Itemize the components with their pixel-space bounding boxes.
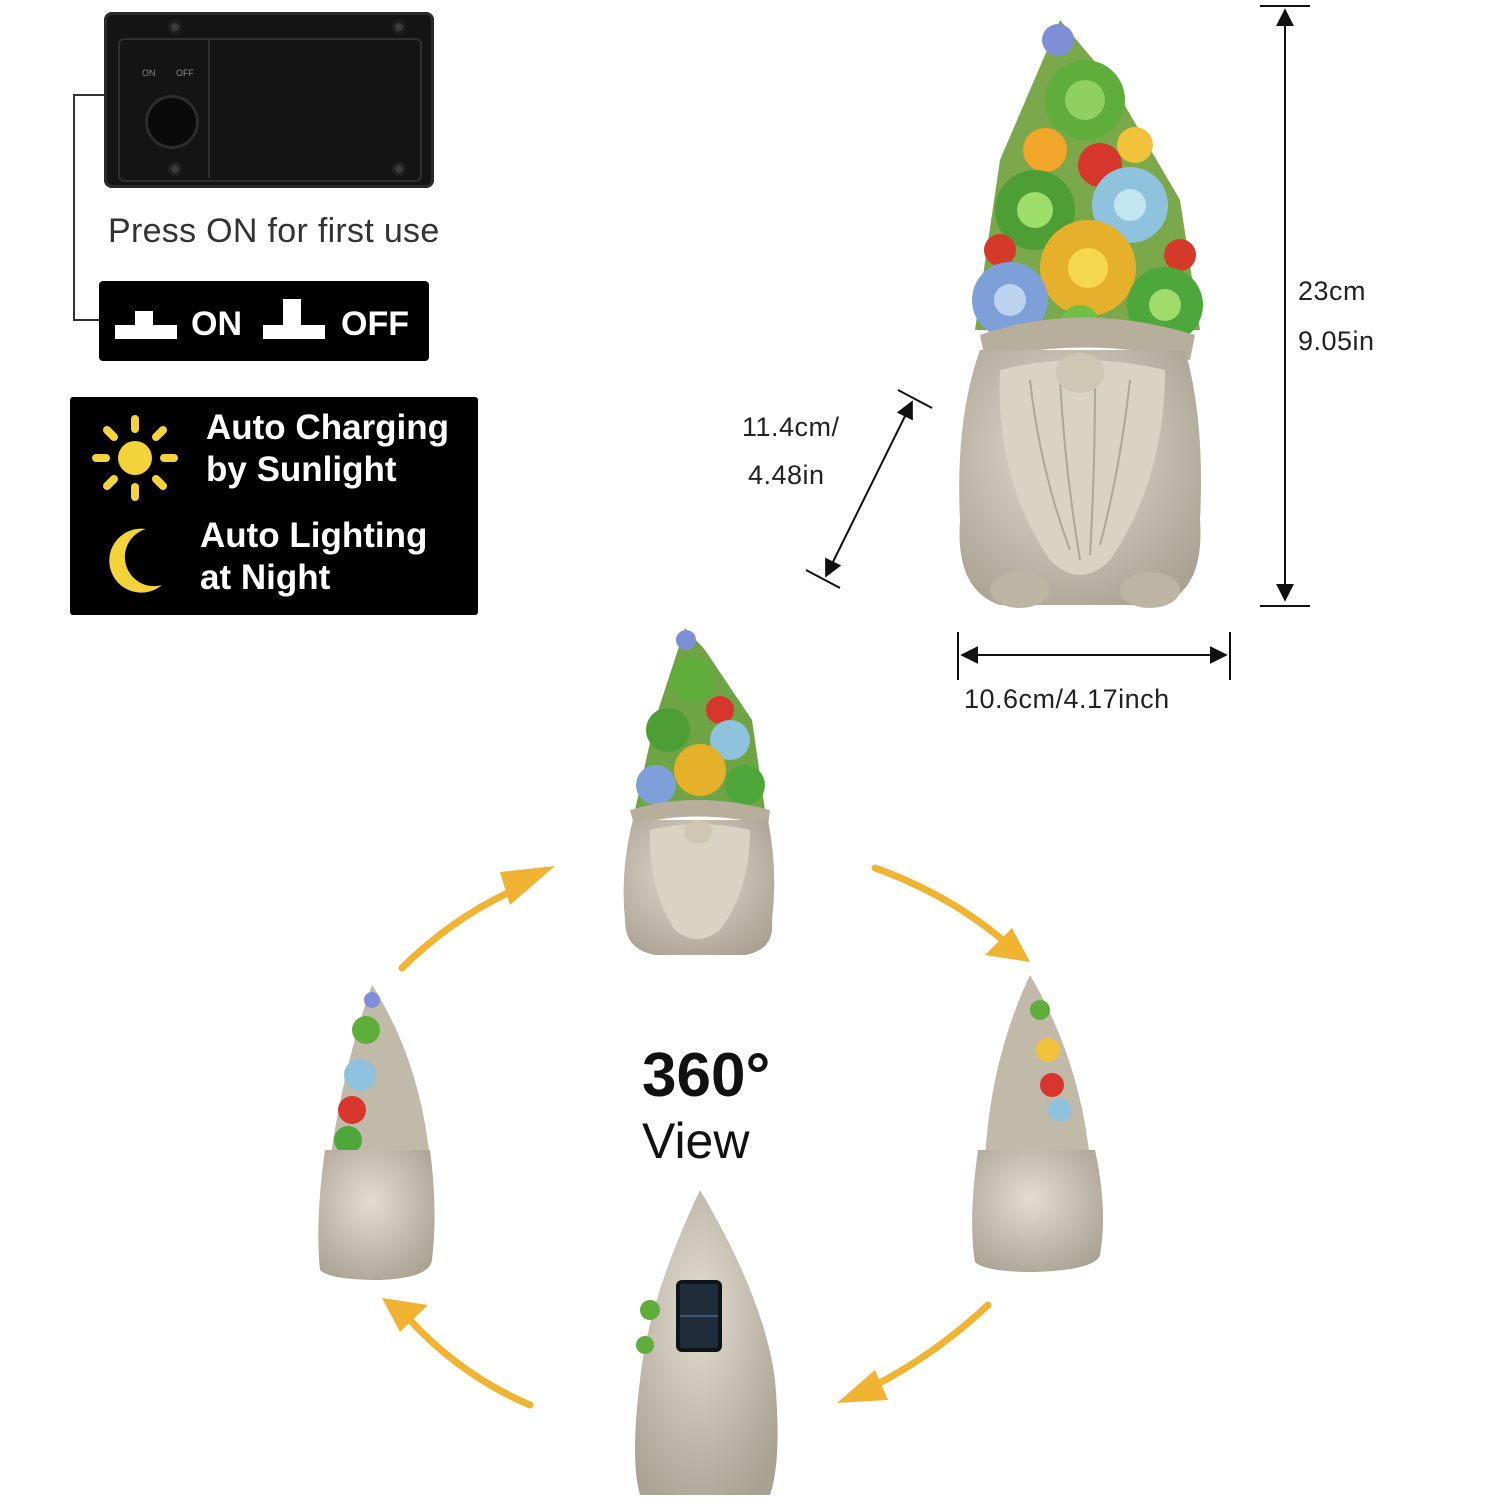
width-label: 10.6cm/4.17inch (964, 684, 1170, 714)
arrowhead-top-left (500, 866, 555, 905)
gnome-side-left (318, 985, 435, 1280)
switch-panel: ON OFF (128, 40, 210, 178)
height-dimension-line (1260, 5, 1310, 607)
power-switch-button[interactable] (148, 98, 196, 146)
battery-cover: ON OFF (118, 38, 422, 182)
screw-icon (168, 162, 182, 176)
gnome-back (635, 1190, 778, 1495)
screw-icon (392, 20, 406, 34)
arrow-top-left (398, 881, 529, 972)
gnome-side-right (972, 975, 1104, 1272)
screw-icon (168, 20, 182, 34)
switch-off-icon (263, 299, 325, 339)
rotation-view-label: View (642, 1113, 750, 1169)
arrow-bottom-right (866, 1301, 992, 1392)
feature-panel: Auto Charging by Sunlight Auto Lighting … (70, 397, 478, 615)
auto-lighting-text: Auto Lighting at Night (200, 516, 428, 597)
battery-box: ON OFF (104, 12, 434, 188)
off-label: OFF (341, 305, 409, 343)
gnome-front-large (959, 20, 1203, 608)
width-dimension-line (957, 632, 1231, 680)
connector-line (73, 94, 104, 321)
mini-off-label: OFF (176, 68, 194, 78)
height-in-label: 9.05in (1298, 326, 1375, 356)
arrow-top-right (871, 864, 1009, 946)
rotation-arrows (398, 864, 1009, 1409)
height-cm-label: 23cm (1298, 276, 1367, 306)
switch-on-icon (115, 311, 177, 339)
arrowhead-bottom-left (382, 1298, 428, 1332)
first-use-instruction: Press ON for first use (108, 212, 440, 250)
on-off-legend: ON OFF (99, 281, 429, 361)
rotation-degrees: 360° (642, 1041, 771, 1110)
screw-icon (392, 162, 406, 176)
auto-charging-text: Auto Charging by Sunlight (206, 408, 450, 489)
arrow-bottom-left (404, 1314, 534, 1409)
sun-icon (92, 415, 178, 501)
depth-cm-label: 11.4cm/ (742, 412, 840, 442)
mini-on-label: ON (142, 68, 156, 78)
depth-in-label: 4.48in (748, 460, 825, 490)
moon-icon (109, 528, 162, 593)
on-label: ON (191, 305, 242, 343)
gnome-front-small (623, 628, 775, 955)
arrowhead-top-right (985, 928, 1030, 962)
depth-dimension-line (805, 389, 933, 589)
arrowhead-bottom-right (837, 1370, 888, 1403)
